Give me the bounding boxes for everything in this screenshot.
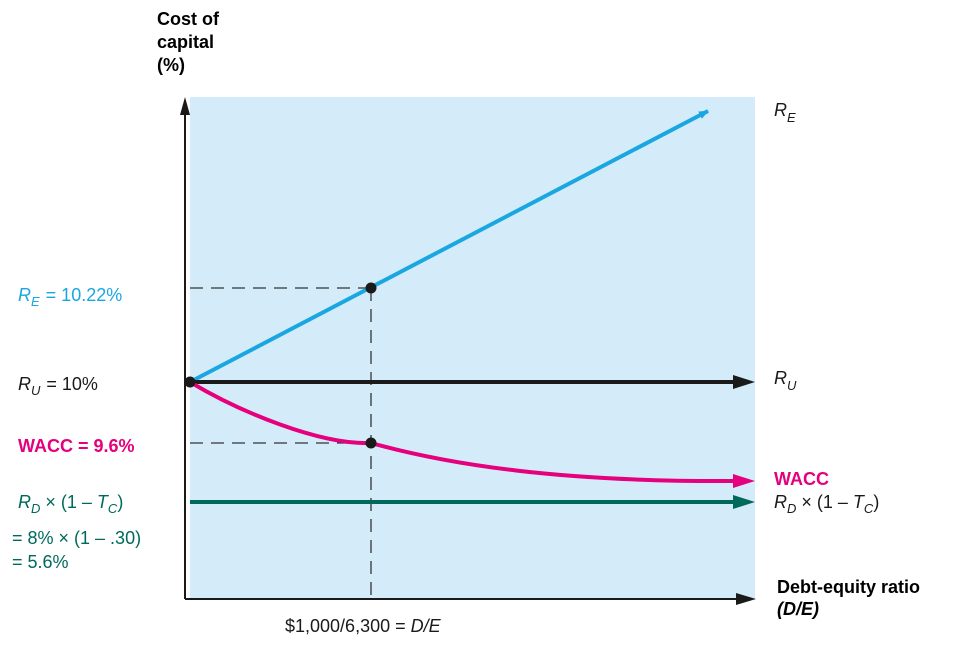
series-wacc-label: WACC [774, 469, 829, 489]
series-wacc-arrowhead [733, 474, 755, 488]
x-axis-arrowhead [736, 593, 756, 605]
rd-calc-line-3: = 5.6% [12, 552, 69, 572]
series-re-label: RE [774, 100, 796, 125]
ru-value-label: RU = 10% [18, 374, 98, 398]
series-ru-label: RU [774, 368, 797, 393]
series-rd-label: RD × (1 – TC) [774, 492, 879, 516]
de-marker-label: $1,000/6,300 = D/E [285, 616, 442, 636]
x-axis-title-line-2: (D/E) [777, 599, 819, 619]
series-wacc-curve [188, 380, 736, 484]
y-axis-arrowhead [180, 97, 190, 115]
x-axis-title: Debt-equity ratio (D/E) [777, 577, 925, 619]
y-axis-title-line-2: capital [157, 32, 214, 52]
wacc-point [365, 437, 377, 449]
x-axis-title-line-1: Debt-equity ratio [777, 577, 920, 597]
series-rd-arrowhead [733, 495, 755, 509]
wacc-value-label: WACC = 9.6% [18, 436, 135, 456]
series-ru-arrowhead [733, 375, 755, 389]
rd-value-label: RD × (1 – TC) [18, 492, 123, 516]
rd-calc-line-2: = 8% × (1 – .30) [12, 528, 141, 548]
plot-area [190, 97, 755, 599]
origin-point [184, 376, 196, 388]
series-re-line [189, 109, 709, 384]
y-axis-title-line-1: Cost of [157, 9, 220, 29]
y-axis-title-line-3: (%) [157, 55, 185, 75]
y-axis-title: Cost of capital (%) [157, 9, 224, 75]
re-value-label: RE = 10.22% [18, 285, 122, 309]
re-point [365, 282, 377, 294]
